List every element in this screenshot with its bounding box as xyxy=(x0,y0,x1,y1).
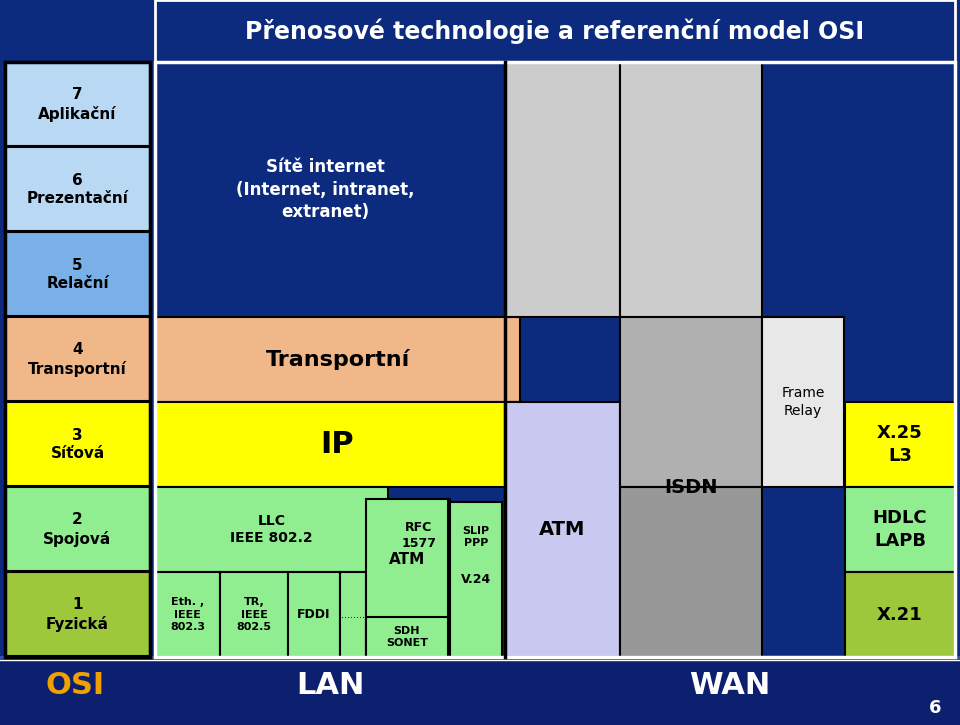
Bar xyxy=(388,499,450,572)
Text: WAN: WAN xyxy=(689,671,771,700)
Text: Sítě internet
(Internet, intranet,
extranet): Sítě internet (Internet, intranet, extra… xyxy=(236,158,415,220)
Bar xyxy=(845,402,955,487)
Bar xyxy=(505,62,620,317)
Text: 2
Spojová: 2 Spojová xyxy=(43,512,111,547)
Text: RFC
1577: RFC 1577 xyxy=(401,521,437,550)
Bar xyxy=(620,62,762,317)
Text: ATM: ATM xyxy=(389,552,425,566)
Text: 4
Transportní: 4 Transportní xyxy=(28,342,127,377)
Bar xyxy=(5,62,150,146)
Bar xyxy=(845,487,955,572)
Bar xyxy=(450,502,502,657)
Text: HDLC
LAPB: HDLC LAPB xyxy=(873,510,927,550)
Text: 6
Prezentační: 6 Prezentační xyxy=(27,173,129,207)
Text: LAN: LAN xyxy=(296,671,364,700)
Bar xyxy=(620,317,762,487)
Text: 7
Aplikační: 7 Aplikační xyxy=(38,87,117,122)
Text: ........: ........ xyxy=(341,610,365,619)
Bar xyxy=(5,62,150,657)
Bar xyxy=(5,402,150,486)
Text: X.21: X.21 xyxy=(877,605,923,624)
Bar xyxy=(155,0,955,62)
Text: Frame
Relay: Frame Relay xyxy=(781,386,825,418)
Bar xyxy=(288,572,340,657)
Bar xyxy=(220,572,288,657)
Bar xyxy=(5,572,150,656)
Bar xyxy=(155,572,220,657)
Text: ISDN: ISDN xyxy=(664,478,718,497)
Bar xyxy=(366,499,448,657)
Bar xyxy=(155,62,955,657)
Bar xyxy=(155,317,520,402)
Bar xyxy=(845,572,955,657)
Text: SDH
SONET: SDH SONET xyxy=(386,626,428,648)
Text: IP: IP xyxy=(321,430,354,459)
Text: Eth. ,
IEEE
802.3: Eth. , IEEE 802.3 xyxy=(170,597,205,632)
Bar xyxy=(450,502,502,572)
Bar xyxy=(340,572,366,657)
Text: 6: 6 xyxy=(928,699,941,717)
Text: Přenosové technologie a referenční model OSI: Přenosové technologie a referenční model… xyxy=(246,18,865,44)
Text: LLC
IEEE 802.2: LLC IEEE 802.2 xyxy=(230,514,313,545)
Text: 5
Relační: 5 Relační xyxy=(46,257,108,291)
Text: SLIP
PPP: SLIP PPP xyxy=(463,526,490,548)
Text: FDDI: FDDI xyxy=(298,608,331,621)
Bar xyxy=(505,402,620,657)
Bar xyxy=(155,487,388,572)
Text: V.24: V.24 xyxy=(461,573,492,586)
Text: Transportní: Transportní xyxy=(265,349,410,370)
Bar xyxy=(366,617,448,657)
Bar xyxy=(5,147,150,231)
Bar xyxy=(762,317,844,487)
Bar xyxy=(0,657,960,725)
Bar xyxy=(5,232,150,316)
Text: OSI: OSI xyxy=(45,671,105,700)
Text: ATM: ATM xyxy=(540,520,586,539)
Text: 1
Fyzická: 1 Fyzická xyxy=(46,597,109,632)
Bar xyxy=(155,402,520,487)
Text: X.25
L3: X.25 L3 xyxy=(877,424,923,465)
Text: TR,
IEEE
802.5: TR, IEEE 802.5 xyxy=(236,597,272,632)
Text: 3
Síťová: 3 Síťová xyxy=(50,428,105,461)
Bar xyxy=(5,317,150,401)
Bar xyxy=(5,487,150,571)
Bar xyxy=(620,487,762,657)
